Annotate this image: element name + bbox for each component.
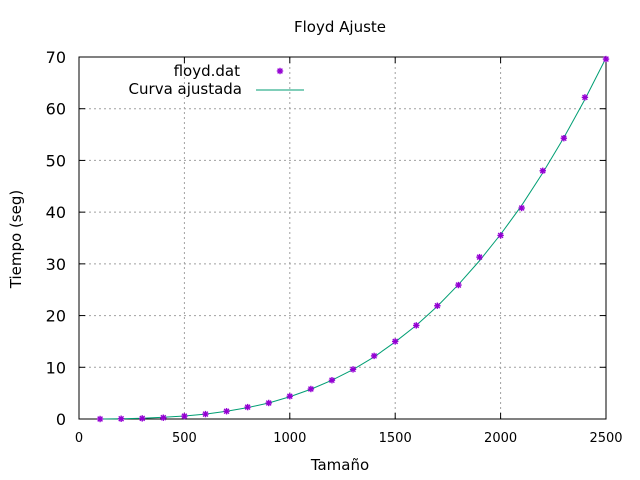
legend-point-sample [276, 67, 284, 75]
x-tick-label: 500 [172, 431, 197, 446]
y-tick-label: 40 [46, 203, 66, 222]
star-stroke [392, 338, 399, 345]
star-stroke [518, 205, 525, 211]
star-stroke [434, 302, 441, 309]
y-tick-label: 70 [46, 48, 66, 67]
series-line-curva-ajustada [100, 57, 607, 420]
data-point [392, 338, 399, 345]
chart-title: Floyd Ajuste [294, 18, 386, 36]
x-tick-label: 2000 [484, 431, 517, 446]
star-stroke [118, 415, 125, 422]
data-point [349, 366, 357, 373]
y-axis-label: Tiempo (seg) [7, 190, 25, 289]
data-point [307, 385, 315, 393]
data-point [244, 403, 251, 411]
x-tick-label: 1500 [379, 431, 412, 446]
star-stroke [350, 366, 356, 373]
data-point [370, 352, 378, 360]
x-tick-label: 2500 [589, 431, 622, 446]
star-stroke [202, 411, 209, 417]
x-tick-label: 0 [75, 431, 83, 446]
star-stroke [371, 353, 378, 359]
data-point [181, 412, 188, 420]
star-stroke [244, 404, 251, 411]
star-stroke [139, 415, 146, 422]
data-point [160, 414, 167, 421]
star-stroke [181, 413, 188, 420]
data-point [602, 55, 610, 63]
data-point [497, 232, 504, 239]
legend-label-1: Curva ajustada [129, 80, 242, 98]
star-stroke [603, 56, 609, 62]
y-tick-label: 10 [46, 358, 66, 377]
y-tick-label: 20 [46, 307, 66, 326]
star-stroke [560, 135, 567, 142]
legend: floyd.dat Curva ajustada [129, 62, 304, 98]
star-stroke [277, 68, 283, 74]
axis-ticks: 0 500 1000 1500 2000 2500 0 10 20 30 40 50 60 70 [46, 48, 623, 446]
star-stroke [97, 416, 103, 422]
star-stroke [329, 377, 335, 384]
data-point [286, 393, 293, 400]
data-point [202, 410, 209, 418]
data-point [117, 415, 125, 422]
star-stroke [476, 254, 483, 261]
data-point [96, 415, 104, 423]
star-stroke [539, 167, 546, 174]
data-point [265, 399, 272, 407]
y-tick-label: 60 [46, 100, 66, 119]
star-stroke [455, 282, 462, 288]
star-stroke [160, 414, 167, 421]
y-tick-label: 0 [56, 410, 66, 429]
series-layer [96, 55, 610, 423]
y-tick-label: 50 [46, 151, 66, 170]
data-point [476, 253, 483, 261]
star-stroke [223, 408, 230, 415]
star-stroke [413, 322, 420, 329]
star-stroke [307, 386, 314, 392]
star-stroke [497, 232, 504, 239]
star-stroke [582, 94, 588, 101]
data-point [434, 302, 441, 309]
data-point [139, 415, 146, 422]
data-point [560, 134, 568, 142]
y-tick-label: 30 [46, 255, 66, 274]
data-point [518, 204, 525, 212]
plot-frame [78, 56, 607, 420]
data-point [328, 377, 336, 384]
star-stroke [265, 400, 272, 406]
data-point [413, 322, 420, 329]
legend-label-0: floyd.dat [174, 62, 241, 80]
x-tick-label: 1000 [273, 431, 306, 446]
x-axis-label: Tamaño [310, 456, 369, 474]
data-point [539, 167, 546, 174]
data-point [223, 408, 230, 415]
data-point [581, 94, 589, 101]
data-point [455, 281, 462, 289]
grid [79, 57, 606, 419]
star-stroke [286, 393, 293, 400]
